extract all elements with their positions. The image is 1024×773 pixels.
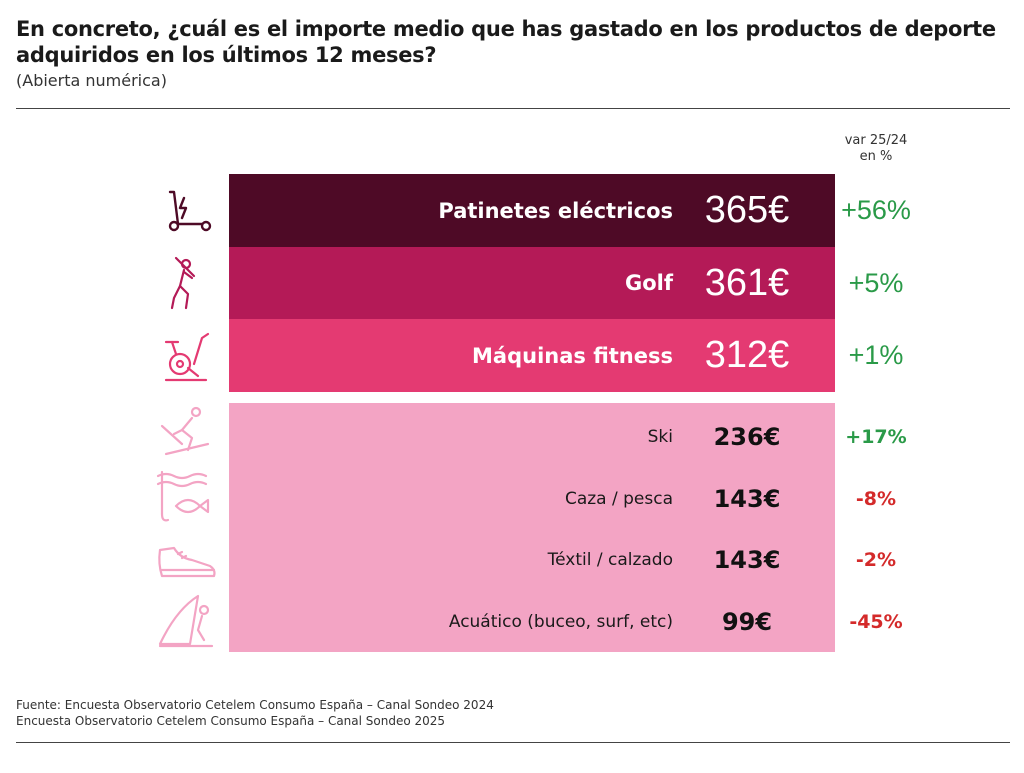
row-category-label: Ski [647, 427, 673, 447]
table-row: Ski 236€ [229, 406, 835, 468]
sneaker-icon [152, 530, 220, 590]
chart-title: En concreto, ¿cuál es el importe medio q… [16, 17, 996, 67]
table-row: Patinetes eléctricos 365€ [229, 174, 835, 247]
row-amount-value: 143€ [713, 546, 781, 574]
row-variation-value: -8% [855, 487, 897, 510]
table-row: Golf 361€ [229, 247, 835, 319]
chart-subtitle: (Abierta numérica) [16, 71, 167, 90]
exercise-bike-icon [152, 328, 220, 388]
var-header-line1: var 25/24 [844, 133, 908, 148]
row-amount-value: 236€ [713, 423, 781, 451]
row-variation-value: -45% [849, 610, 903, 633]
row-amount-value: 312€ [704, 334, 790, 376]
row-category-label: Golf [625, 271, 673, 295]
source-line-2: Encuesta Observatorio Cetelem Consumo Es… [16, 714, 446, 728]
row-variation-value: +1% [848, 340, 904, 370]
row-variation-value: -2% [855, 549, 897, 571]
row-variation-value: +17% [845, 426, 907, 448]
var-column-header: var 25/24 en % [836, 133, 916, 165]
source-line-1: Fuente: Encuesta Observatorio Cetelem Co… [16, 698, 494, 712]
skier-icon [152, 404, 220, 464]
var-header-line2: en % [859, 149, 893, 164]
row-category-label: Caza / pesca [564, 488, 673, 509]
row-variation-value: +56% [841, 195, 911, 225]
row-amount-value: 143€ [713, 484, 781, 513]
row-category-label: Téxtil / calzado [547, 550, 673, 570]
electric-scooter-icon [152, 180, 220, 240]
row-amount-value: 365€ [704, 189, 790, 231]
secondary-rows-background [229, 403, 835, 652]
row-amount-value: 99€ [721, 607, 773, 636]
table-row: Caza / pesca 143€ [229, 468, 835, 529]
row-amount-value: 361€ [704, 261, 790, 304]
windsurf-icon [152, 590, 220, 650]
row-category-label: Patinetes eléctricos [438, 198, 673, 223]
fishing-icon [152, 468, 220, 528]
table-row: Téxtil / calzado 143€ [229, 529, 835, 591]
table-row: Máquinas fitness 312€ [229, 319, 835, 392]
row-variation-value: +5% [848, 267, 904, 298]
bottom-divider [16, 742, 1010, 743]
row-category-label: Acuático (buceo, surf, etc) [448, 611, 673, 632]
row-category-label: Máquinas fitness [472, 343, 673, 368]
source-note: Fuente: Encuesta Observatorio Cetelem Co… [16, 697, 494, 729]
top-divider [16, 108, 1010, 109]
table-row: Acuático (buceo, surf, etc) 99€ [229, 591, 835, 652]
golf-icon [152, 254, 220, 314]
